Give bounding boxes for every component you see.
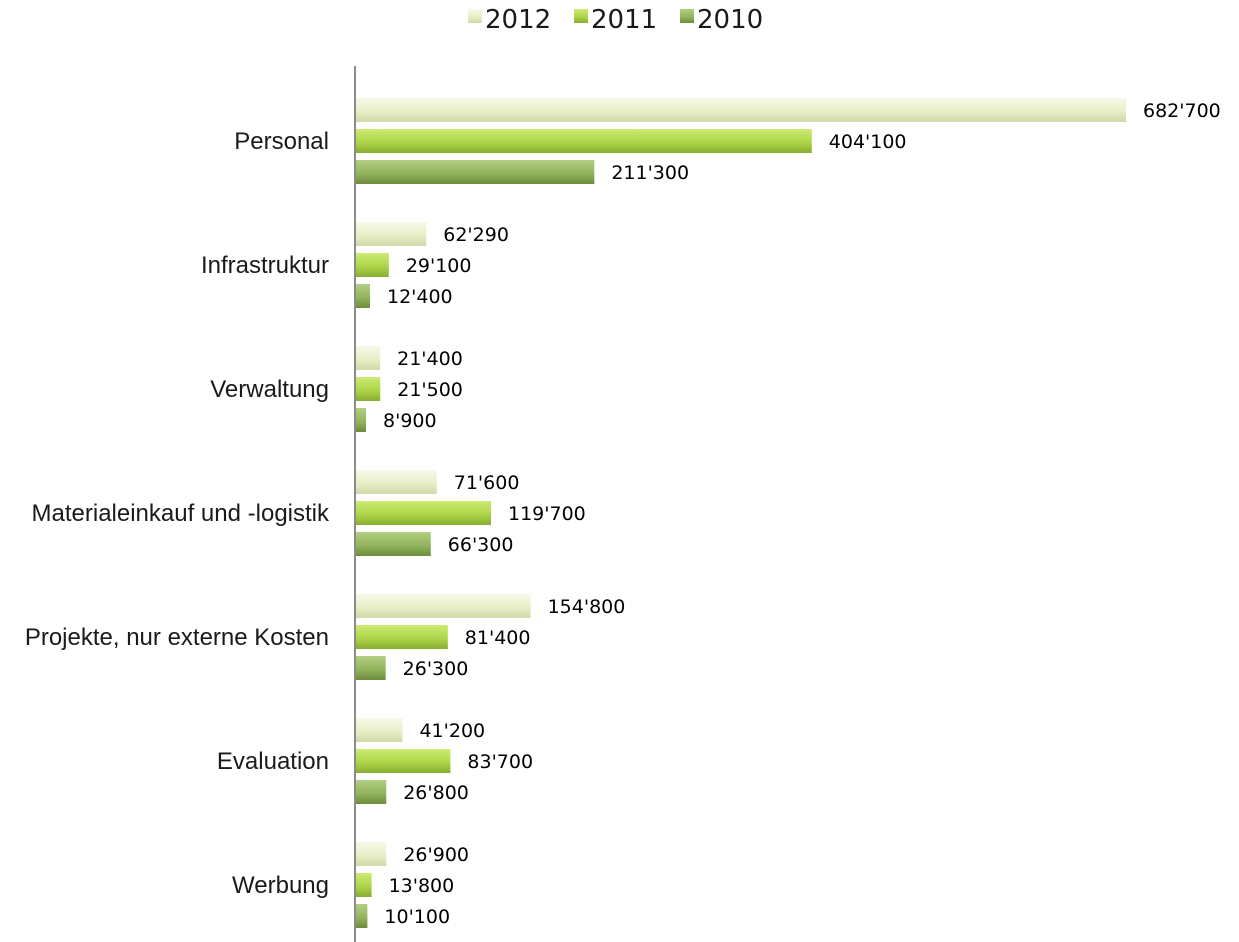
bar-2010 <box>356 904 368 928</box>
bar-2012 <box>356 842 387 866</box>
data-label-2010: 211'300 <box>611 162 689 184</box>
legend-swatch-2012 <box>468 9 482 23</box>
data-label-2012: 41'200 <box>419 720 485 742</box>
data-label-2012: 154'800 <box>548 596 626 618</box>
data-label-2012: 71'600 <box>454 472 520 494</box>
bar-2010 <box>356 532 431 556</box>
bar-2011 <box>356 129 812 153</box>
category-label: Projekte, nur externe Kosten <box>25 624 329 651</box>
bar-2012 <box>356 346 381 370</box>
legend-label-2011: 2011 <box>591 5 657 35</box>
legend-swatch-2010 <box>680 9 694 23</box>
data-label-2012: 21'400 <box>397 348 463 370</box>
bar-2011 <box>356 253 389 277</box>
bar-2010 <box>356 780 387 804</box>
bar-2010 <box>356 284 370 308</box>
data-label-2011: 119'700 <box>508 503 586 525</box>
bar-2012 <box>356 718 403 742</box>
bar-2012 <box>356 594 531 618</box>
data-label-2010: 26'300 <box>403 658 469 680</box>
bar-2010 <box>356 656 386 680</box>
bar-2011 <box>356 501 492 525</box>
bar-2012 <box>356 222 427 246</box>
data-label-2011: 81'400 <box>465 627 531 649</box>
data-label-2011: 83'700 <box>467 751 533 773</box>
data-label-2010: 8'900 <box>383 410 437 432</box>
data-label-2010: 66'300 <box>448 534 514 556</box>
bar-2011 <box>356 377 381 401</box>
bar-2010 <box>356 160 595 184</box>
data-label-2012: 62'290 <box>443 224 509 246</box>
data-label-2011: 13'800 <box>389 875 455 897</box>
legend-swatch-2011 <box>574 9 588 23</box>
legend-label-2010: 2010 <box>697 5 763 35</box>
data-label-2010: 12'400 <box>387 286 453 308</box>
bar-2011 <box>356 749 451 773</box>
bar-2012 <box>356 98 1126 122</box>
legend: 2012 2011 2010 <box>468 5 763 35</box>
category-label: Personal <box>234 128 329 155</box>
value-labels: 682'700 404'100 211'300 62'290 29'100 12'400 2… <box>383 100 1221 928</box>
data-label-2012: 682'700 <box>1143 100 1221 122</box>
category-label: Verwaltung <box>210 376 329 403</box>
bar-2010 <box>356 408 367 432</box>
data-label-2010: 26'800 <box>403 782 469 804</box>
bar-2011 <box>356 625 448 649</box>
legend-label-2012: 2012 <box>485 5 551 35</box>
bar-2012 <box>356 470 437 494</box>
category-labels: Personal Infrastruktur Verwaltung Materiale… <box>25 128 330 899</box>
data-label-2012: 26'900 <box>403 844 469 866</box>
data-label-2011: 21'500 <box>397 379 463 401</box>
data-label-2010: 10'100 <box>384 906 450 928</box>
category-label: Werbung <box>232 872 329 899</box>
category-label: Evaluation <box>217 748 329 775</box>
category-label: Infrastruktur <box>201 252 329 279</box>
bars <box>356 98 1126 928</box>
category-label: Materialeinkauf und -logistik <box>32 500 330 527</box>
bar-2011 <box>356 873 372 897</box>
data-label-2011: 29'100 <box>406 255 472 277</box>
data-label-2011: 404'100 <box>829 131 907 153</box>
